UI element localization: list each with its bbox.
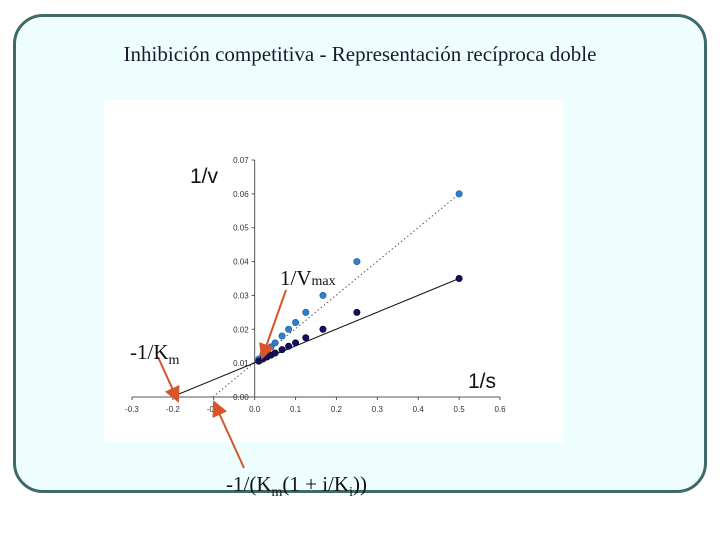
ki-annotation: -1/(Km(1 + i/Ki)) — [226, 472, 367, 500]
series-1-point — [302, 308, 310, 316]
ki-label-sub1: m — [271, 485, 283, 500]
series-1-point — [353, 258, 361, 266]
y-tick-label: 0.01 — [233, 359, 249, 368]
series-2-point — [292, 339, 300, 347]
series-1-fit-line — [212, 193, 460, 398]
series-2-point — [285, 342, 293, 350]
y-axis-title: 1/v — [190, 165, 219, 188]
y-tick-label: 0.06 — [233, 190, 249, 199]
series-2-point — [271, 349, 279, 357]
series-2-point — [353, 308, 361, 316]
y-tick-label: 0.04 — [233, 258, 249, 267]
x-axis-title: 1/s — [468, 370, 496, 393]
series-2-point — [302, 334, 310, 342]
y-tick-label: 0.03 — [233, 291, 249, 300]
x-tick-label: -0.2 — [166, 405, 180, 414]
x-tick-label: -0.3 — [125, 405, 139, 414]
series-2-fit-line — [171, 278, 460, 398]
km-label-sub: m — [168, 353, 180, 368]
slide-title: Inhibición competitiva - Representación … — [123, 42, 597, 66]
ki-label-part1: -1/(K — [226, 472, 272, 496]
x-tick-label: 0.2 — [331, 405, 343, 414]
series-1-point — [292, 319, 300, 327]
y-tick-label: 0.00 — [233, 393, 249, 402]
ki-label-part3: )) — [352, 472, 367, 496]
series-1-point — [278, 332, 286, 340]
km-arrow — [157, 356, 180, 403]
x-tick-label: 0.3 — [372, 405, 384, 414]
series-1-point — [319, 291, 327, 299]
y-tick-label: 0.05 — [233, 224, 249, 233]
series-2-point — [278, 346, 286, 354]
x-tick-label: 0.1 — [290, 405, 302, 414]
x-tick-label: 0.6 — [494, 405, 506, 414]
ki-label-sub2: i — [349, 485, 353, 500]
x-tick-label: 0.4 — [413, 405, 425, 414]
vmax-label-sub: max — [311, 274, 336, 289]
plot-area — [104, 100, 563, 442]
y-tick-label: 0.07 — [233, 156, 249, 165]
series-2-point — [319, 325, 327, 333]
series-1-point — [455, 190, 463, 198]
ki-arrow — [212, 400, 245, 469]
x-tick-label: 0.5 — [454, 405, 466, 414]
series-1-point — [271, 339, 279, 347]
series-2-point — [455, 274, 463, 282]
vmax-label-base: 1/V — [280, 266, 312, 290]
ki-label-part2: (1 + i/K — [282, 472, 350, 496]
vmax-arrow — [259, 289, 287, 360]
km-label-base: -1/K — [130, 340, 169, 364]
km-annotation: -1/Km — [130, 340, 180, 368]
series-1-point — [285, 325, 293, 333]
x-tick-label: 0.0 — [249, 405, 261, 414]
vmax-annotation: 1/Vmax — [280, 266, 336, 291]
y-tick-label: 0.02 — [233, 325, 249, 334]
